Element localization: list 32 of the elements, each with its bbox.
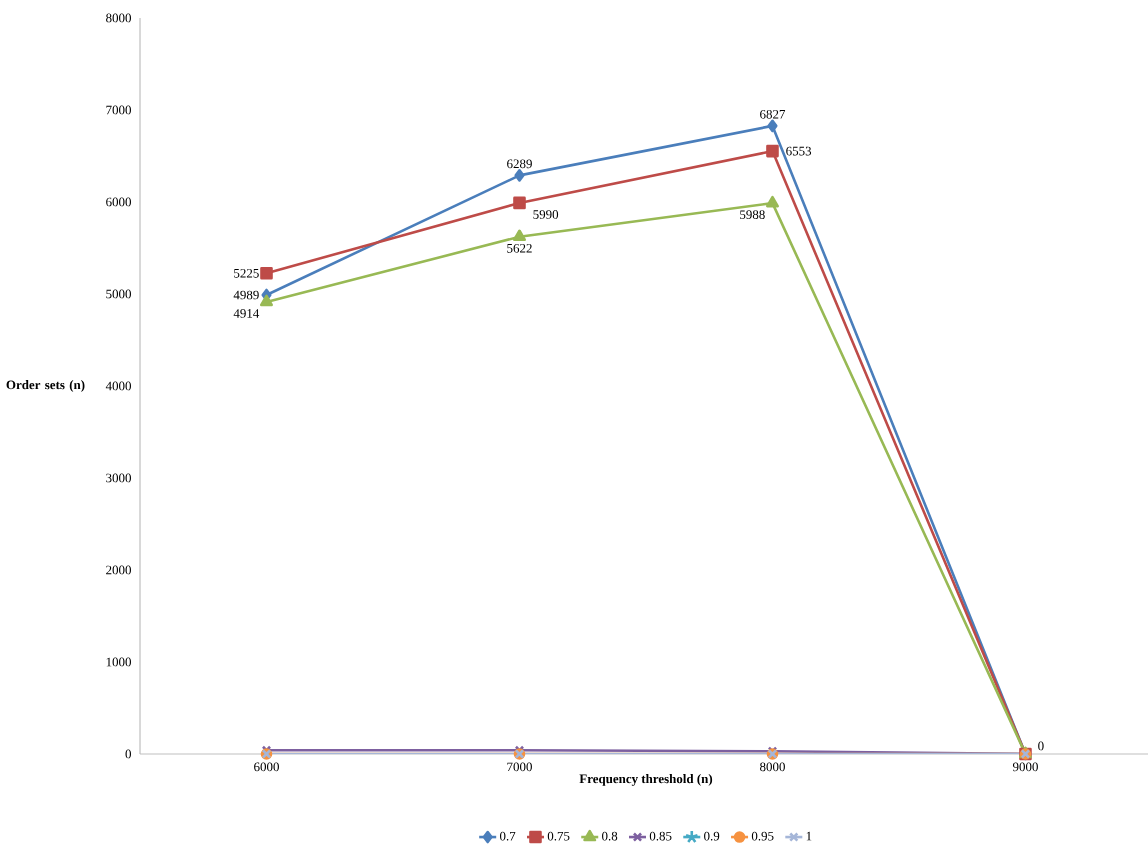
- data-label: 5988: [740, 210, 765, 220]
- y-tick-label: 3000: [106, 473, 131, 483]
- legend-label: 0.9: [704, 831, 720, 841]
- data-label: 6289: [507, 159, 532, 169]
- y-tick-label: 2000: [106, 565, 131, 575]
- data-label: 4989: [233, 290, 259, 300]
- legend-label: 0.8: [602, 831, 618, 841]
- data-label: 5990: [533, 210, 559, 219]
- x-tick-label: 7000: [507, 762, 532, 772]
- data-label: 6553: [786, 146, 812, 156]
- y-tick-label: 7000: [106, 105, 131, 115]
- legend-label: 0.75: [547, 831, 570, 841]
- x-tick-label: 6000: [254, 762, 279, 772]
- legend-label: 0.85: [649, 831, 672, 841]
- legend-label: 1: [806, 831, 812, 841]
- x-tick-label: 8000: [760, 762, 785, 772]
- legend-label: 0.7: [499, 831, 516, 841]
- y-tick-label: 0: [125, 749, 131, 759]
- data-label: 5622: [507, 243, 532, 253]
- x-axis-title: Frequency threshold (n): [579, 774, 713, 786]
- data-label: 0: [1038, 741, 1044, 751]
- y-axis-title: Order sets (n): [6, 380, 85, 392]
- x-tick-label: 9000: [1012, 762, 1038, 772]
- y-tick-label: 4000: [105, 381, 131, 391]
- y-tick-label: 6000: [106, 197, 131, 207]
- y-tick-label: 5000: [106, 289, 131, 299]
- data-label: 6827: [760, 109, 786, 119]
- y-tick-label: 1000: [106, 657, 131, 667]
- data-label: 4914: [233, 309, 260, 318]
- legend-label: 0.95: [751, 831, 774, 841]
- data-label: 5225: [234, 268, 259, 278]
- y-tick-label: 8000: [106, 13, 131, 23]
